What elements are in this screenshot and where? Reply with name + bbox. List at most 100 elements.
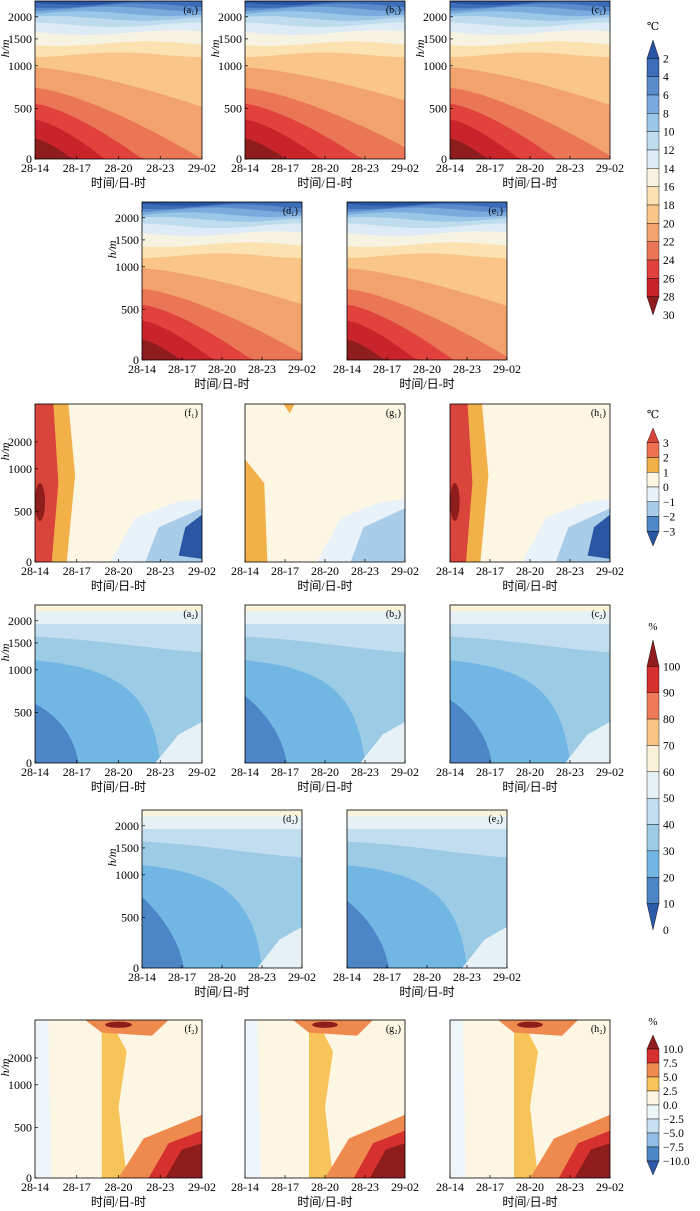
e2-xtick-3: 28-23 (453, 970, 481, 984)
b1-xtick-4: 29-02 (391, 161, 419, 175)
colorbar-4-swatch-6 (646, 1118, 660, 1134)
colorbar-3-swatch-1 (646, 666, 660, 693)
d2-xlabel: 时间/日-时 (194, 985, 249, 999)
colorbar-1-swatch-2 (646, 76, 660, 96)
g2-xtick-1: 28-17 (271, 1180, 299, 1194)
d1-xtick-3: 28-23 (248, 362, 276, 376)
b1-xlabel: 时间/日-时 (297, 176, 352, 190)
colorbar-1-unit: ℃ (647, 21, 659, 33)
h2-panel-label: (h₂) (591, 1024, 606, 1035)
colorbar-1-swatch-5 (646, 131, 660, 151)
d1-xtick-2: 28-20 (208, 362, 236, 376)
d2-xtick-3: 28-23 (248, 970, 276, 984)
colorbar-4-label-4: 0.0 (663, 1100, 678, 1112)
f2-xtick-1: 28-17 (63, 1180, 91, 1194)
b1-ytick-1: 500 (224, 101, 242, 115)
e2-xtick-4: 29-02 (493, 970, 521, 984)
d2-xtick-1: 28-17 (168, 970, 196, 984)
a2-ytick-1: 500 (14, 705, 32, 719)
panel-c1: 28-14 28-17 28-20 28-23 29-02 时间/日-时 (c₁) 0 500 1… (413, 0, 624, 190)
colorbar-2-label-5: −2 (663, 512, 675, 524)
a1-ytick-3: 1500 (8, 32, 32, 46)
b2-xtick-3: 28-23 (351, 765, 379, 779)
colorbar-2-swatch-4 (646, 486, 660, 502)
g2-panel-label: (g₂) (386, 1024, 401, 1035)
d1-xlabel: 时间/日-时 (194, 377, 249, 391)
h1-xtick-1: 28-17 (476, 564, 504, 578)
colorbar-3-label-9: 10 (663, 899, 675, 911)
colorbar-1-swatch-8 (646, 186, 660, 206)
e2-panel-label: (e₂) (488, 814, 503, 825)
colorbar-1-label-5: 12 (663, 145, 675, 157)
a1-ytick-4: 2000 (8, 10, 32, 24)
d2-xtick-4: 29-02 (288, 970, 316, 984)
colorbar-3-label-4: 60 (663, 767, 675, 779)
colorbar-2-swatch-3 (646, 472, 660, 488)
g2-xtick-2: 28-20 (311, 1180, 339, 1194)
d1-ytick-3: 1500 (115, 233, 139, 247)
colorbar-1-label-8: 18 (663, 200, 675, 212)
e1-panel-label: (e₁) (488, 206, 503, 217)
colorbar-2-swatch-2 (646, 457, 660, 473)
panel-b1: 28-14 28-17 28-20 28-23 29-02 时间/日-时 (b₁) 0 500 1… (208, 0, 419, 190)
colorbar-2-unit: ℃ (647, 409, 659, 421)
b1-xtick-0: 28-14 (231, 161, 259, 175)
d1-xtick-4: 29-02 (288, 362, 316, 376)
g1-xlabel: 时间/日-时 (297, 579, 352, 593)
c2-xtick-4: 29-02 (596, 765, 624, 779)
colorbar-3-label-2: 80 (663, 714, 675, 726)
a2-xtick-0: 28-14 (21, 765, 49, 779)
colorbar-1-label-12: 26 (663, 273, 675, 285)
f2-xtick-4: 29-02 (188, 1180, 216, 1194)
a1-xtick-3: 28-23 (146, 161, 174, 175)
a2-xtick-2: 28-20 (105, 765, 133, 779)
colorbar-4-cap-bottom (646, 1160, 660, 1176)
a1-xtick-2: 28-20 (105, 161, 133, 175)
c1-xtick-3: 28-23 (556, 161, 584, 175)
colorbar-4-swatch-3 (646, 1076, 660, 1092)
colorbar-4-label-5: −2.5 (663, 1114, 684, 1126)
colorbar-2-label-2: 1 (663, 467, 669, 479)
e1-xtick-3: 28-23 (453, 362, 481, 376)
panel-d2: 28-14 28-17 28-20 28-23 29-02 时间/日-时 (d₂) 0 500 1… (105, 809, 316, 999)
a2-ytick-0: 0 (26, 756, 32, 770)
a2-ytick-2: 1000 (8, 663, 32, 677)
colorbar-1-label-7: 16 (663, 182, 675, 194)
c1-ytick-0: 0 (441, 152, 447, 166)
e1-xtick-2: 28-20 (413, 362, 441, 376)
panel-a2: 28-14 28-17 28-20 28-23 29-02 时间/日-时 (a₂) 0 500 1… (0, 604, 216, 794)
colorbar-3-label-6: 40 (663, 820, 675, 832)
d2-ytick-3: 1500 (115, 841, 139, 855)
f2-ytick-0: 0 (26, 1171, 32, 1185)
colorbar-2-swatch-6 (646, 516, 660, 532)
e2-xtick-2: 28-20 (413, 970, 441, 984)
b2-xtick-4: 29-02 (391, 765, 419, 779)
c1-xlabel: 时间/日-时 (502, 176, 557, 190)
a1-ytick-1: 500 (14, 101, 32, 115)
colorbar-3-label-0: 100 (663, 661, 681, 673)
g2-xtick-4: 29-02 (391, 1180, 419, 1194)
c1-ytick-1: 500 (429, 101, 447, 115)
a2-xtick-4: 29-02 (188, 765, 216, 779)
colorbar-4-cap-top (646, 1034, 660, 1050)
colorbar-1-label-3: 8 (663, 108, 669, 120)
colorbar-1-label-6: 14 (663, 163, 675, 175)
a2-ylabel: h/m (0, 643, 12, 661)
colorbar-3-swatch-4 (646, 745, 660, 773)
f2-xtick-2: 28-20 (105, 1180, 133, 1194)
g1-xtick-0: 28-14 (231, 564, 259, 578)
h2-xtick-3: 28-23 (556, 1180, 584, 1194)
colorbar-1-swatch-12 (646, 259, 660, 279)
e1-xtick-4: 29-02 (493, 362, 521, 376)
colorbar-1-label-10: 22 (663, 237, 675, 249)
colorbar-1-label-9: 20 (663, 218, 675, 230)
h1-xtick-0: 28-14 (436, 564, 464, 578)
colorbar-4-swatch-7 (646, 1132, 660, 1148)
c1-xtick-0: 28-14 (436, 161, 464, 175)
colorbar-4-swatch-4 (646, 1090, 660, 1106)
panel-g2: 28-14 28-17 28-20 28-23 29-02 时间/日-时 (g₂) (231, 1019, 419, 1209)
colorbar-4: % 10.0 7.5 5.0 2.5 0.0 −2.5 −5.0 −7.5 −10.0 (646, 1016, 690, 1176)
colorbar-1-label-1: 4 (663, 72, 669, 84)
d2-ytick-0: 0 (133, 961, 139, 975)
c2-xlabel: 时间/日-时 (502, 780, 557, 794)
